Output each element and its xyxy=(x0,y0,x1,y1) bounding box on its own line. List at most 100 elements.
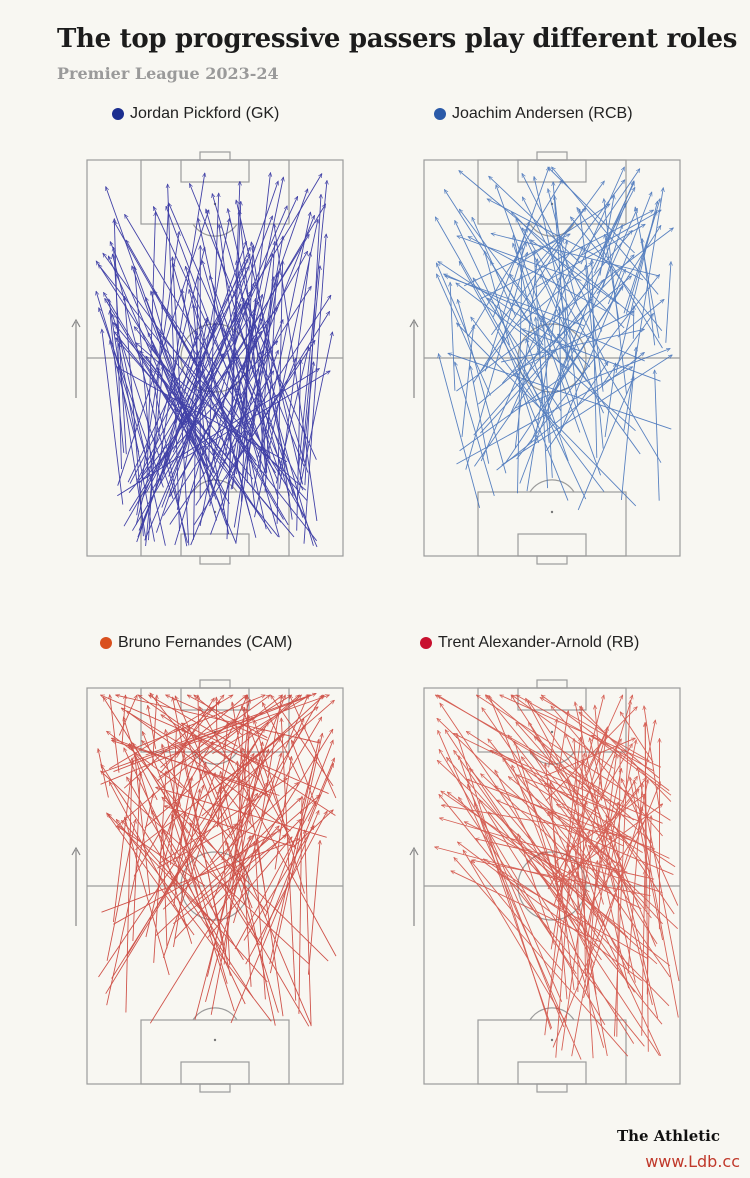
pass-arrow xyxy=(101,694,329,795)
pass-arrow xyxy=(117,369,319,497)
pass-arrow xyxy=(517,775,640,822)
pass-arrow xyxy=(542,852,663,894)
pass-arrow xyxy=(105,298,230,504)
attack-direction-arrow-icon xyxy=(71,318,81,398)
pass-arrow xyxy=(208,193,219,462)
pass-arrow xyxy=(298,796,302,1014)
pass-arrow xyxy=(645,722,649,1052)
chart-title: The top progressive passers play differe… xyxy=(57,24,738,54)
pass-arrow xyxy=(179,777,192,845)
pass-arrow xyxy=(479,350,555,434)
pass-arrow xyxy=(514,259,537,448)
pass-arrow xyxy=(134,327,254,480)
pass-arrow xyxy=(225,311,330,480)
pass-arrow xyxy=(607,192,652,305)
pass-map-pickford xyxy=(86,151,344,565)
pass-arrow xyxy=(210,276,283,480)
pass-arrow xyxy=(440,703,635,993)
pass-arrow xyxy=(482,708,671,978)
pass-arrow xyxy=(284,717,321,779)
pass-arrow xyxy=(236,200,304,485)
pass-arrow xyxy=(435,847,565,882)
pass-arrow xyxy=(161,216,273,508)
pass-arrow xyxy=(509,247,584,417)
pass-arrow xyxy=(212,695,310,755)
pass-arrow xyxy=(522,228,662,463)
pass-arrow xyxy=(488,739,622,907)
pass-arrow xyxy=(269,739,319,965)
pass-arrow xyxy=(180,251,308,478)
pass-arrow xyxy=(451,870,602,943)
pass-arrow xyxy=(516,263,592,327)
pass-arrow xyxy=(148,203,169,541)
panel-label-alexander-arnold: Trent Alexander-Arnold (RB) xyxy=(420,634,639,652)
pitch-markings xyxy=(86,151,344,565)
pass-arrow xyxy=(201,700,335,817)
pass-arrow xyxy=(102,329,124,505)
pass-arrow xyxy=(540,697,650,762)
pass-arrow xyxy=(125,817,170,976)
pass-arrow xyxy=(645,720,655,767)
pass-arrow xyxy=(108,782,189,930)
pass-arrow xyxy=(453,732,616,813)
pass-arrow xyxy=(166,206,269,480)
pass-arrow xyxy=(158,695,292,778)
pass-arrow xyxy=(580,695,624,790)
pass-arrow xyxy=(261,703,301,781)
pass-arrow xyxy=(141,247,251,500)
pass-arrow xyxy=(527,860,670,1007)
player-name: Bruno Fernandes (CAM) xyxy=(118,634,293,651)
pass-arrow xyxy=(168,196,299,477)
pass-arrow xyxy=(601,313,653,387)
pass-arrow xyxy=(464,233,570,287)
pass-arrow xyxy=(209,215,315,479)
pass-arrow xyxy=(178,695,330,749)
pass-arrow xyxy=(439,749,606,1026)
pass-arrow xyxy=(126,722,268,957)
pass-arrow xyxy=(194,748,265,1020)
pass-arrow xyxy=(554,794,646,863)
pass-arrow xyxy=(471,217,517,317)
pass-arrow xyxy=(173,697,225,953)
pass-arrow xyxy=(455,362,495,497)
pass-arrow xyxy=(521,173,603,332)
pass-arrow xyxy=(103,697,260,946)
pass-arrow xyxy=(521,757,583,836)
pass-arrow xyxy=(597,845,630,989)
pass-arrow xyxy=(146,291,252,493)
pass-arrow xyxy=(254,312,268,473)
crystal-palace-crest-icon xyxy=(434,108,446,120)
pass-arrow xyxy=(454,221,587,500)
pass-arrow xyxy=(635,207,660,339)
pass-arrow xyxy=(435,263,469,337)
pass-arrow xyxy=(172,304,242,453)
pass-arrow xyxy=(123,748,246,1005)
pass-arrow xyxy=(467,180,562,337)
pass-arrow xyxy=(521,197,608,366)
pass-arrow xyxy=(454,857,629,1057)
pass-arrow xyxy=(594,181,635,274)
pass-arrow xyxy=(625,199,660,314)
pass-arrow xyxy=(235,357,304,491)
pass-arrow xyxy=(565,307,569,370)
pass-arrow xyxy=(231,715,249,881)
pass-arrow xyxy=(126,711,291,832)
pass-arrow xyxy=(127,317,209,483)
pass-arrow xyxy=(230,351,262,490)
pass-arrow xyxy=(599,195,614,276)
pass-arrow xyxy=(584,695,604,771)
pass-arrow xyxy=(472,239,564,384)
pass-arrow xyxy=(441,791,590,893)
pass-arrow xyxy=(586,861,597,991)
pass-arrow xyxy=(303,234,326,544)
pass-arrow xyxy=(242,706,289,834)
panel-label-andersen: Joachim Andersen (RCB) xyxy=(434,105,633,123)
pass-arrow xyxy=(106,187,227,526)
pass-arrow xyxy=(583,807,643,999)
pass-arrow xyxy=(190,823,310,1027)
pass-arrow xyxy=(655,370,660,501)
pass-arrow xyxy=(145,366,163,547)
pass-arrow xyxy=(604,363,615,438)
pass-arrow xyxy=(463,850,566,1022)
pass-arrow xyxy=(135,755,151,896)
